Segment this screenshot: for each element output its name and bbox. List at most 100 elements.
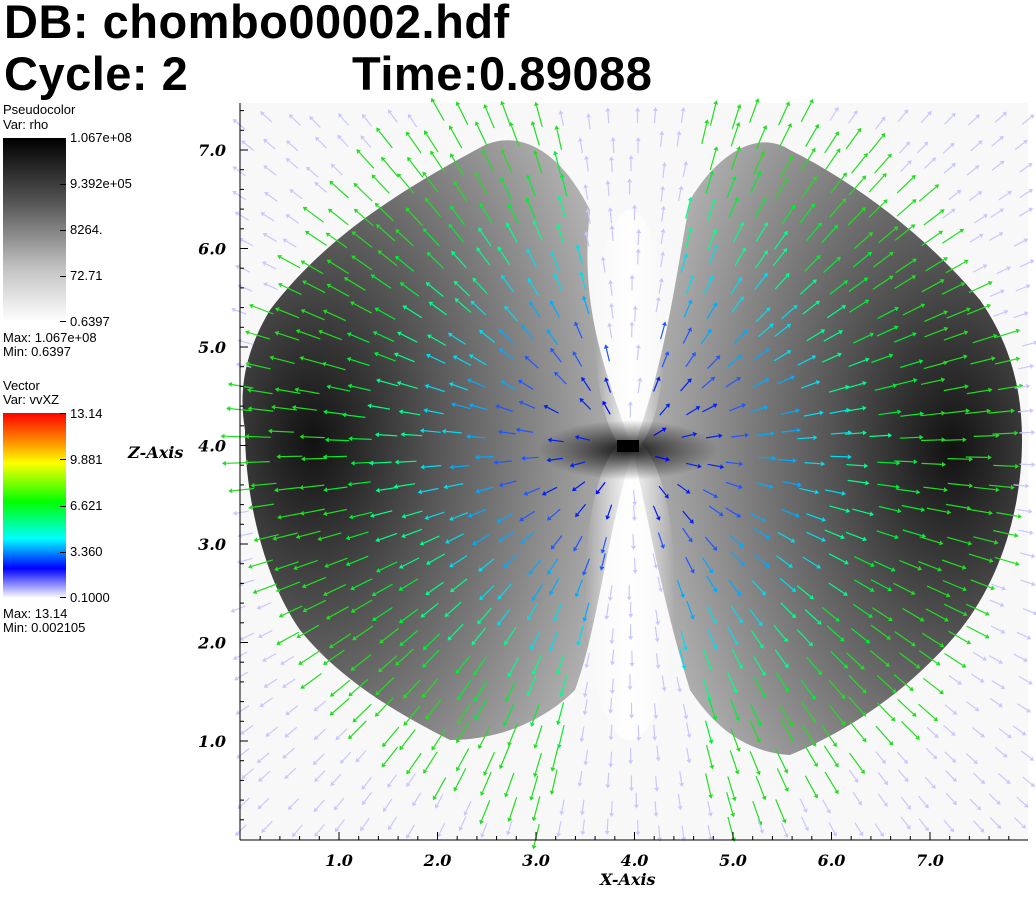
vector-arrowhead (999, 135, 1004, 141)
vector-arrow (994, 358, 1017, 365)
vector-arrowhead (632, 501, 638, 506)
vector-arrowhead (757, 170, 762, 176)
vector-arrow (478, 486, 494, 492)
vector-arrowhead (423, 408, 428, 413)
vector-arrowhead (713, 146, 719, 151)
vector-arrowhead (812, 279, 817, 284)
vector-arrowhead (374, 351, 379, 357)
vector-arrow (452, 383, 469, 391)
vector-arrow (757, 456, 773, 459)
vector-arrowhead (582, 617, 588, 622)
vector-arrowhead (813, 762, 818, 768)
vector-arrowhead (430, 150, 435, 156)
vector-arrowhead (519, 516, 525, 522)
vector-arrow (802, 178, 815, 198)
vector-arrowhead (713, 493, 719, 498)
vector-arrow (802, 556, 818, 567)
vector-arrowhead (604, 615, 610, 620)
vector-arrowhead (690, 615, 695, 620)
vector-arrowhead (406, 782, 411, 787)
vector-arrowhead (736, 591, 741, 597)
vector-arrow (918, 818, 928, 829)
vector-arrow (531, 775, 539, 798)
vector-arrowhead (500, 380, 505, 385)
vector-arrowhead (457, 720, 462, 725)
vector-arrow (970, 358, 992, 365)
vector-arrow (456, 357, 472, 366)
vector-arrowhead (710, 376, 716, 382)
vector-arrowhead (480, 833, 485, 838)
vector-arrowhead (730, 812, 736, 818)
vector-arrow (257, 534, 279, 541)
vector-arrowhead (605, 784, 611, 789)
vector-arrowhead (277, 514, 282, 520)
vector-arrow (577, 503, 587, 515)
vector-arrow (797, 437, 814, 440)
vector-arrow (405, 679, 421, 697)
vector-arrowhead (250, 482, 255, 488)
vector-arrowhead (232, 191, 238, 196)
vector-max: Max: 13.14 (3, 606, 68, 621)
vector-arrowhead (635, 137, 641, 142)
vector-arrowhead (604, 830, 610, 835)
vector-arrow (378, 434, 398, 437)
vector-arrow (752, 800, 761, 823)
vector-arrow (327, 486, 348, 491)
vector-arrow (457, 300, 472, 313)
vector-arrow (611, 628, 614, 641)
vector-tick-mark (60, 459, 66, 460)
vector-arrowhead (559, 692, 565, 697)
vector-arrow (972, 727, 983, 736)
vector-arrow (998, 192, 1009, 201)
vector-arrowhead (820, 329, 826, 334)
vector-arrow (311, 118, 321, 128)
vector-arrow (408, 773, 416, 785)
vector-arrowhead (557, 195, 563, 200)
vector-arrowhead (687, 299, 693, 304)
vector-arrow (224, 435, 247, 438)
vector-arrowhead (431, 745, 436, 751)
vector-arrow (705, 773, 712, 796)
vector-arrowhead (808, 641, 813, 647)
vector-arrow (481, 206, 493, 224)
vector-arrowhead (739, 221, 744, 227)
vector-arrowhead (293, 565, 298, 571)
vector-arrowhead (966, 307, 971, 313)
vector-arrowhead (451, 402, 456, 407)
vector-arrow (498, 406, 513, 412)
vector-arrowhead (677, 688, 682, 693)
vector-arrowhead (323, 487, 328, 493)
vector-arrowhead (534, 101, 539, 107)
vector-arrow (607, 111, 610, 124)
vector-arrow (701, 378, 713, 389)
vector-arrow (972, 335, 994, 344)
vector-arrowhead (582, 710, 588, 716)
vector-arrowhead (579, 271, 585, 276)
vector-arrow (611, 229, 614, 242)
vector-arrow (481, 585, 495, 599)
vector-arrow (481, 800, 491, 821)
vector-arrowhead (998, 702, 1003, 708)
vector-arrowhead (943, 257, 948, 262)
vector-arrowhead (689, 519, 694, 524)
vector-arrow (558, 821, 562, 834)
vector-arrowhead (787, 123, 792, 128)
vector-arrowhead (678, 185, 684, 190)
vector-arrow (460, 816, 467, 828)
vector-arrow (753, 154, 764, 174)
vector-arrowhead (351, 231, 357, 236)
vector-arrow (1013, 313, 1025, 319)
vector-arrow (476, 124, 488, 146)
vector-arrowhead (328, 208, 333, 214)
vector-arrowhead (683, 161, 689, 166)
vector-arrow (303, 673, 322, 687)
y-tick-label: 4.0 (198, 437, 226, 456)
vector-arrow (405, 510, 423, 517)
vector-arrow (870, 579, 889, 590)
vector-arrowhead (804, 826, 809, 832)
vector-arrowhead (1023, 139, 1028, 145)
vector-arrowhead (506, 222, 511, 228)
vector-arrowhead (709, 170, 715, 175)
vector-arrowhead (553, 150, 558, 156)
vector-arrowhead (483, 104, 488, 109)
